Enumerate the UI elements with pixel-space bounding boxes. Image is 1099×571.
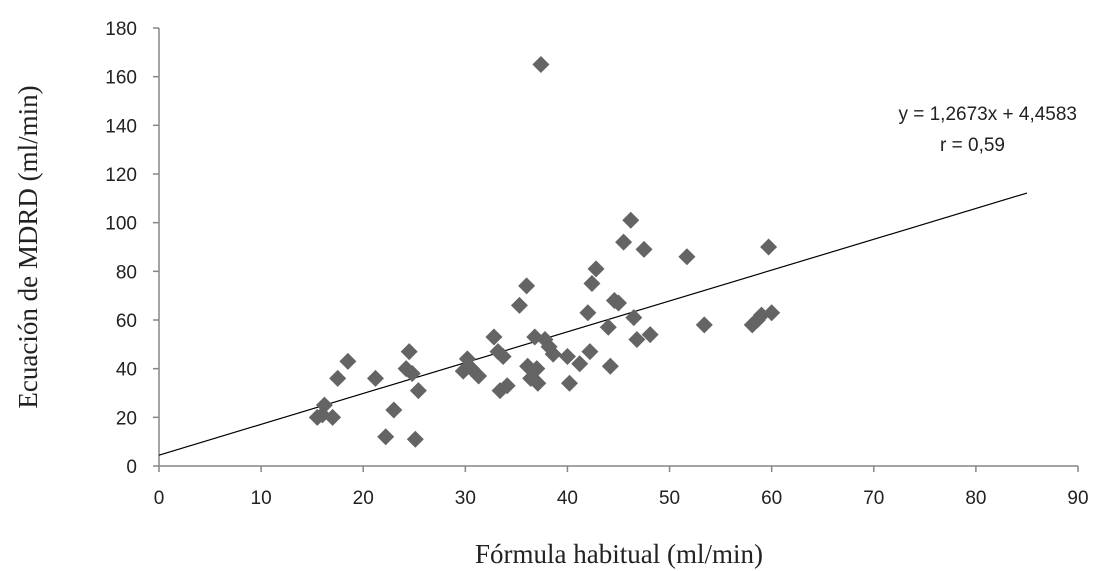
data-point [601,357,619,375]
y-axis-title: Ecuación de MDRD (ml/min) [13,85,43,408]
y-tick-label: 180 [105,19,137,40]
x-tick-label: 90 [1067,488,1088,509]
data-point [329,369,347,387]
x-tick-label: 70 [863,488,884,509]
y-axis-ticks: 0 20 40 60 80 100 120 140 160 180 [105,19,159,478]
r-label: r = 0,59 [940,135,1005,156]
data-point [571,355,589,373]
data-point [518,277,536,295]
data-point [494,348,512,365]
data-point [625,309,643,327]
y-tick-label: 80 [116,262,137,283]
data-point [385,401,403,419]
data-point [528,360,546,378]
y-tick-label: 0 [126,457,137,478]
data-point [400,343,418,361]
x-tick-label: 40 [557,488,578,509]
trendline [158,192,1028,456]
data-point [610,294,627,312]
data-point [628,330,646,348]
y-tick-label: 60 [116,311,137,332]
data-point [615,233,633,251]
data-point [485,328,503,346]
data-point [695,316,713,334]
y-tick-label: 140 [105,116,137,137]
data-point [579,304,597,322]
data-point [678,248,696,266]
equation-label: y = 1,2673x + 4,4583 [898,104,1077,125]
data-point [587,260,605,278]
data-point [532,56,550,73]
y-tick-label: 20 [116,408,137,429]
data-point [510,296,528,314]
data-point [470,367,488,385]
x-tick-label: 50 [659,488,680,509]
trendline-group [158,192,1028,456]
x-axis-ticks: 0 10 20 30 40 50 60 70 80 90 [154,466,1089,509]
data-point [641,326,659,344]
data-point [529,374,547,392]
data-point [560,374,578,392]
data-point [409,382,427,400]
y-tick-label: 160 [105,68,137,89]
y-tick-label: 100 [105,214,137,235]
data-point [403,365,421,383]
data-point [583,275,601,292]
y-tick-label: 120 [105,165,137,186]
data-point [377,428,395,446]
data-point [760,238,778,256]
data-points [308,56,781,448]
axes [158,28,1078,467]
x-tick-label: 30 [455,488,476,509]
y-tick-label: 40 [116,360,137,381]
x-tick-label: 0 [154,488,165,509]
data-point [622,211,640,229]
data-point [366,369,384,387]
data-point [635,240,653,258]
data-point [324,408,342,426]
data-point [599,318,617,336]
x-axis-title: Fórmula habitual (ml/min) [475,539,763,569]
data-point [339,352,357,370]
x-tick-label: 80 [965,488,986,509]
data-point [763,304,781,322]
data-point [558,348,576,365]
data-point [315,396,333,414]
data-point [406,430,424,448]
data-point [581,343,599,361]
x-tick-label: 60 [761,488,782,509]
data-point [544,345,562,363]
data-point [498,377,516,395]
x-tick-label: 10 [251,488,272,509]
x-tick-label: 20 [353,488,374,509]
